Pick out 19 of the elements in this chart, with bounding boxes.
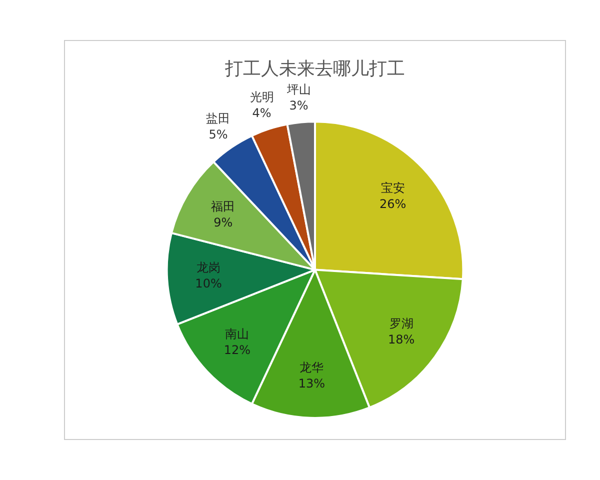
data-label: 3% — [289, 98, 308, 112]
slice-label: 坪山 — [286, 82, 311, 96]
slice-label: 南山 — [225, 326, 250, 341]
slice-label: 宝安 — [380, 180, 405, 195]
slice-label: 龙华 — [300, 360, 324, 375]
chart-title: 打工人未来去哪儿打工 — [224, 58, 405, 80]
data-label: 5% — [208, 128, 228, 142]
slice-label: 福田 — [211, 200, 236, 214]
data-label: 4% — [252, 106, 272, 120]
slice-label: 盐田 — [206, 112, 230, 126]
slice-label: 光明 — [250, 90, 274, 104]
data-label: 26% — [379, 196, 406, 211]
slice-label: 罗湖 — [389, 316, 414, 331]
data-label: 10% — [195, 276, 222, 291]
slice-label: 龙岗 — [196, 260, 221, 275]
data-label: 13% — [298, 376, 325, 391]
data-label: 18% — [388, 332, 415, 347]
data-label: 12% — [224, 342, 251, 357]
data-label: 9% — [214, 216, 233, 230]
